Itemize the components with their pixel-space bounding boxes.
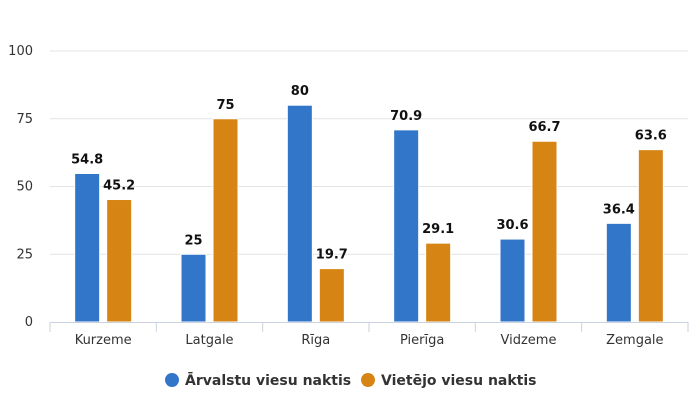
bars: 54.845.2 25 75 80 19.7 70.9 29.1 30.6 66.7 36.4 63… [71,84,667,323]
data-label: 36.4 [603,202,635,217]
data-label: 45.2 [103,179,135,194]
bar-vietejo[interactable] [318,268,345,323]
legend-item[interactable]: Vietējo viesu naktis [361,373,537,389]
data-label: 70.9 [390,109,422,124]
bar-vietejo[interactable] [637,149,664,323]
x-tick-label: Rīga [301,333,330,348]
y-tick-label: 0 [25,315,33,330]
x-tick-label: Kurzeme [75,333,132,348]
legend-item[interactable]: Ārvalstu viesu naktis [165,371,351,389]
x-axis: Kurzeme Latgale Rīga Pierīga Vidzeme Zemgale [49,322,689,348]
gridlines [50,50,688,255]
data-label: 63.6 [635,129,667,144]
legend[interactable]: Ārvalstu viesu naktis Vietējo viesu nakti… [165,371,537,389]
bar-vietejo[interactable] [425,242,452,323]
x-tick-label: Vidzeme [501,333,557,348]
legend-label: Vietējo viesu naktis [381,373,537,389]
bar-arvalstu[interactable] [74,172,101,323]
x-tick-label: Zemgale [606,333,663,348]
bar-vietejo[interactable] [212,118,239,323]
data-label: 54.8 [71,152,103,167]
bar-arvalstu[interactable] [605,222,632,323]
y-axis: 0 25 50 75 100 [8,44,33,330]
bar-vietejo[interactable] [531,140,558,323]
y-tick-label: 50 [16,180,33,195]
x-tick-label: Pierīga [400,333,444,348]
data-label: 30.6 [496,218,528,233]
bar-arvalstu[interactable] [499,238,526,323]
legend-marker [165,373,179,387]
y-tick-label: 75 [16,112,33,127]
bar-vietejo[interactable] [106,199,133,323]
bar-arvalstu[interactable] [393,129,420,323]
y-tick-label: 100 [8,44,33,59]
data-label: 19.7 [316,248,348,263]
y-tick-label: 25 [16,247,33,262]
data-label: 66.7 [528,120,560,135]
legend-marker [361,373,375,387]
data-label: 80 [291,84,309,99]
data-label: 25 [184,233,202,248]
data-label: 75 [216,98,234,113]
x-tick-label: Latgale [185,333,233,348]
bar-arvalstu[interactable] [180,253,207,323]
data-label: 29.1 [422,222,454,237]
bar-arvalstu[interactable] [286,104,313,323]
legend-label: Ārvalstu viesu naktis [185,371,351,389]
